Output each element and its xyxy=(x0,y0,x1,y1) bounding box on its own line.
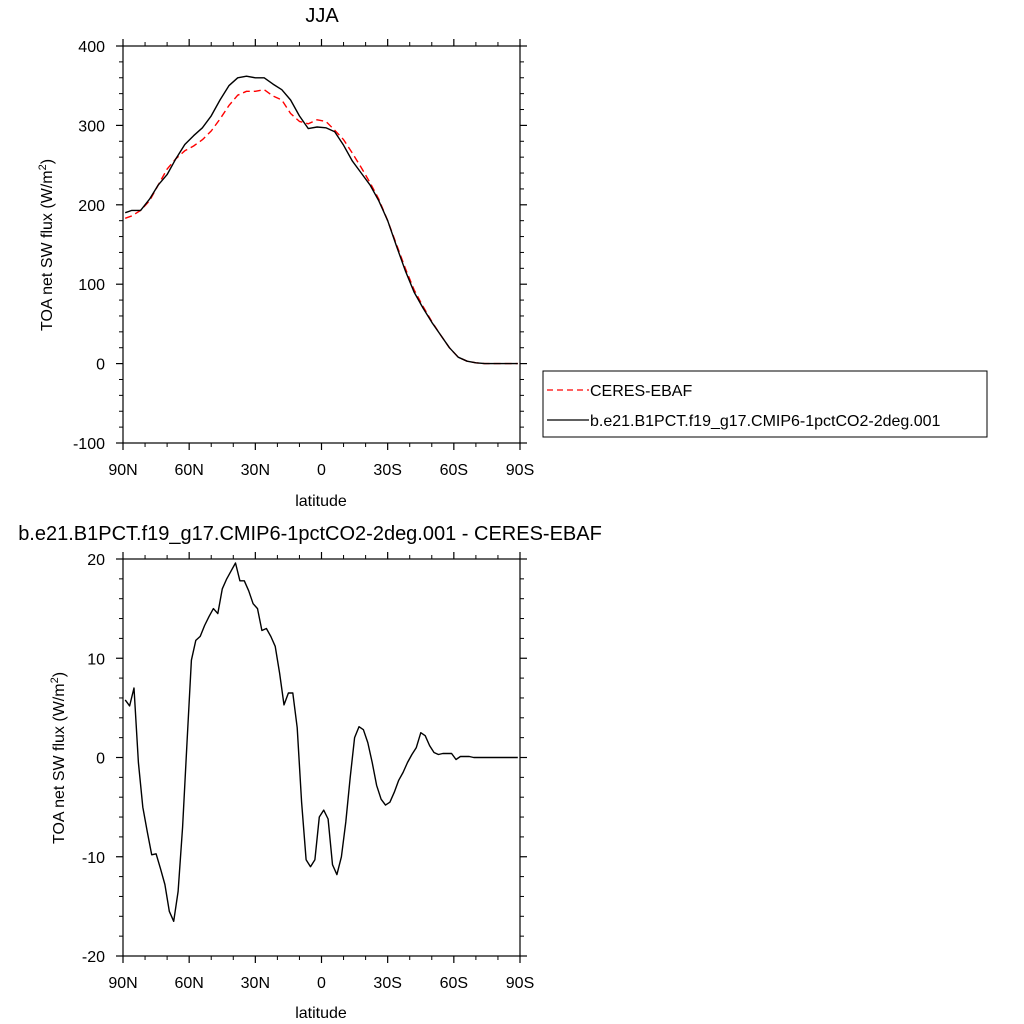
ytick-label: 400 xyxy=(78,39,105,56)
top-xaxis-label: latitude xyxy=(295,493,347,510)
series-line-solid-1 xyxy=(124,75,518,365)
xtick-label: 30N xyxy=(241,975,270,992)
ytick-label: -100 xyxy=(73,436,105,453)
ytick-label: 20 xyxy=(87,552,105,569)
bottom-series-lines xyxy=(124,562,518,922)
ytick-label: 100 xyxy=(78,277,105,294)
xtick-label: 0 xyxy=(317,975,326,992)
top-yaxis-label: TOA net SW flux (W/m2) xyxy=(37,159,56,331)
ytick-label: 0 xyxy=(96,357,105,374)
legend-label-ceres: CERES-EBAF xyxy=(590,383,692,400)
ytick-label: 10 xyxy=(87,651,105,668)
xtick-label: 90N xyxy=(108,462,137,479)
top-ticks xyxy=(116,39,527,450)
top-panel: JJA -100 0 100 200 300 400 90N 60N 30N 0 30S 60S 90S… xyxy=(37,5,534,510)
xtick-label: 60N xyxy=(174,462,203,479)
xtick-label: 90S xyxy=(506,975,534,992)
series-line-solid-0 xyxy=(124,562,518,922)
legend: CERES-EBAF b.e21.B1PCT.f19_g17.CMIP6-1pc… xyxy=(542,370,988,438)
top-series-lines xyxy=(124,75,518,365)
bottom-tick-labels: -20 -10 0 10 20 90N 60N 30N 0 30S 60S 90S xyxy=(82,552,534,992)
bottom-panel: b.e21.B1PCT.f19_g17.CMIP6-1pctCO2-2deg.0… xyxy=(18,523,602,1022)
ytick-label: 200 xyxy=(78,198,105,215)
top-plot-frame xyxy=(122,45,521,444)
bottom-yaxis-label: TOA net SW flux (W/m2) xyxy=(49,672,68,844)
xtick-label: 30S xyxy=(373,975,401,992)
bottom-xaxis-label: latitude xyxy=(295,1005,347,1022)
ytick-label: 0 xyxy=(96,751,105,768)
xtick-label: 0 xyxy=(317,462,326,479)
xtick-label: 30N xyxy=(241,462,270,479)
top-tick-labels: -100 0 100 200 300 400 90N 60N 30N 0 30S 60S 90S xyxy=(73,39,534,479)
xtick-label: 60N xyxy=(174,975,203,992)
ytick-label: -10 xyxy=(82,850,105,867)
bottom-plot-frame xyxy=(122,558,521,957)
xtick-label: 90S xyxy=(506,462,534,479)
series-line-dashed-0 xyxy=(124,88,518,365)
bottom-ticks xyxy=(116,552,527,963)
bottom-panel-title: b.e21.B1PCT.f19_g17.CMIP6-1pctCO2-2deg.0… xyxy=(18,523,602,545)
top-panel-title: JJA xyxy=(305,5,339,27)
xtick-label: 30S xyxy=(373,462,401,479)
legend-frame xyxy=(542,370,988,438)
ytick-label: -20 xyxy=(82,949,105,966)
legend-label-model: b.e21.B1PCT.f19_g17.CMIP6-1pctCO2-2deg.0… xyxy=(590,413,941,430)
xtick-label: 90N xyxy=(108,975,137,992)
xtick-label: 60S xyxy=(440,462,468,479)
xtick-label: 60S xyxy=(440,975,468,992)
ytick-label: 300 xyxy=(78,118,105,135)
